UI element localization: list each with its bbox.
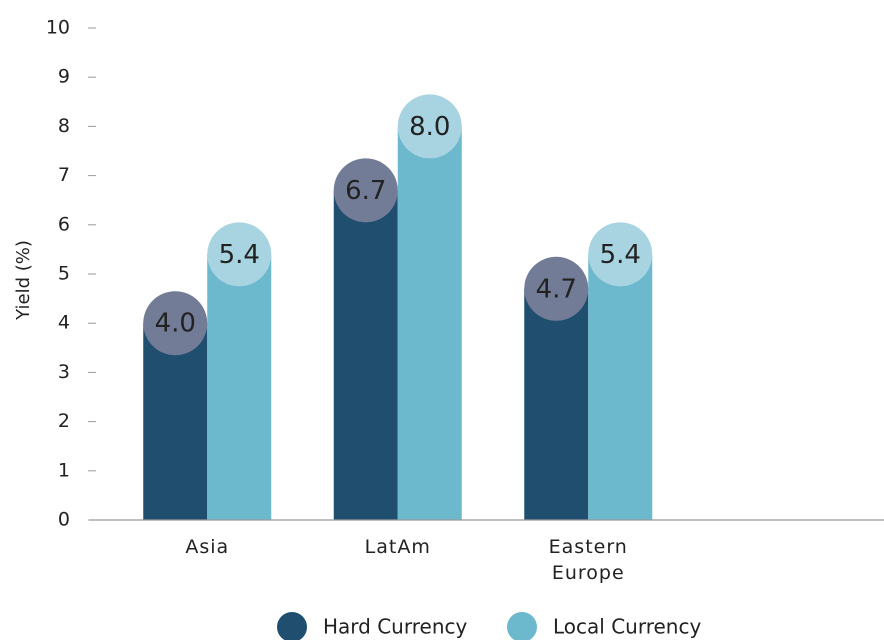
y-tick-label: 6 (58, 213, 70, 235)
legend-swatch (507, 612, 537, 640)
y-tick-label: 7 (58, 164, 70, 186)
value-label: 4.7 (536, 274, 577, 304)
y-tick-label: 8 (58, 115, 70, 137)
value-bubble (333, 158, 398, 223)
value-bubble (588, 222, 653, 287)
legend-label: Hard Currency (323, 615, 467, 639)
legend-swatch (277, 612, 307, 640)
value-label: 6.7 (345, 176, 386, 206)
value-label: 5.4 (600, 240, 641, 270)
y-tick-label: 2 (58, 410, 70, 432)
bar (333, 190, 398, 521)
x-tick-label: LatAm (364, 536, 431, 558)
value-bubble (143, 291, 208, 356)
y-tick-label: 10 (46, 17, 70, 39)
x-tick-label: Asia (185, 536, 230, 558)
y-tick-label: 3 (58, 361, 70, 383)
legend-label: Local Currency (553, 615, 701, 639)
bar (588, 254, 653, 520)
y-tick-label: 4 (58, 312, 70, 334)
value-bubble (397, 94, 462, 159)
value-label: 8.0 (409, 112, 450, 142)
y-tick-label: 1 (58, 459, 70, 481)
value-bubble (524, 256, 589, 321)
value-label: 5.4 (219, 240, 260, 270)
x-tick-label: Eastern Europe (548, 536, 628, 584)
bar (143, 323, 208, 520)
y-tick-label: 0 (58, 509, 70, 531)
value-label: 4.0 (155, 309, 196, 339)
y-axis-label: Yield (%) (13, 240, 34, 321)
bar (524, 288, 589, 520)
bar (207, 254, 272, 520)
value-bubble (207, 222, 272, 287)
bar (397, 126, 462, 521)
y-tick-label: 5 (58, 263, 70, 285)
y-tick-label: 9 (58, 66, 70, 88)
